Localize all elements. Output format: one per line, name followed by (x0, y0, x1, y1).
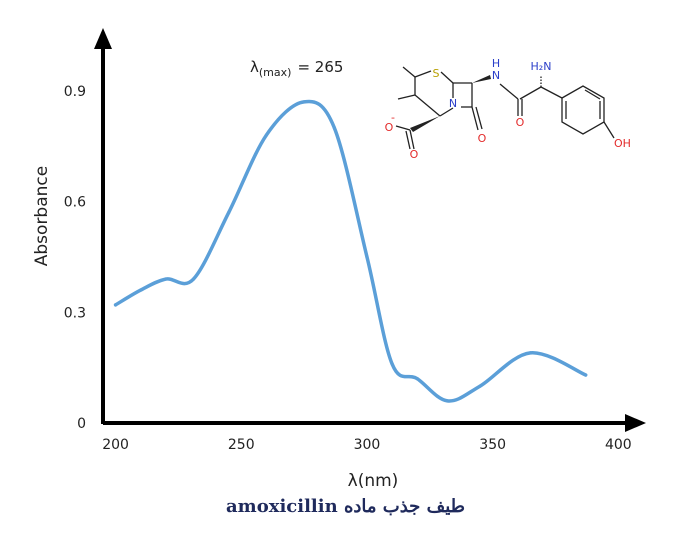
amide-hydrogen-atom: H (492, 57, 500, 70)
data-point (139, 288, 143, 292)
amide-oxygen-atom: O (516, 116, 525, 129)
amine-group: H₂N (531, 60, 552, 73)
bond (499, 83, 519, 100)
data-point (164, 277, 168, 281)
y-tick-label: 0.9 (64, 84, 86, 100)
data-point (365, 255, 369, 259)
carboxyl-oxygen-atom: O (410, 148, 419, 161)
carboxylate-oxygen-atom: O (385, 121, 394, 134)
x-tick-label: 400 (605, 437, 632, 453)
bond (440, 71, 454, 84)
bond (439, 107, 454, 117)
y-tick-label: 0.6 (64, 195, 86, 211)
data-point (113, 303, 118, 307)
amide-nitrogen-atom: N (492, 69, 500, 82)
bond (402, 66, 416, 78)
data-point (264, 133, 269, 137)
bond (414, 94, 441, 117)
y-tick-label: 0.3 (64, 305, 86, 321)
carboxylate-charge: - (391, 111, 395, 124)
bond (395, 125, 411, 131)
hydroxyl-group: OH (614, 137, 631, 150)
bond (519, 86, 542, 100)
bond (414, 70, 432, 78)
bond (540, 86, 563, 99)
chart-caption: طیف جذب ماده amoxicillin (226, 496, 465, 517)
data-point (528, 351, 532, 355)
benzene-ring (561, 85, 605, 135)
atom-labels: S N H N O - O O O H₂N OH (385, 57, 631, 161)
x-axis-arrow (625, 414, 646, 432)
x-tick-label: 200 (102, 437, 129, 453)
lactam-oxygen-atom: O (478, 132, 487, 145)
data-point (478, 384, 482, 388)
axes (94, 28, 646, 432)
data-point (302, 100, 306, 104)
lambda-max-value: = 265 (297, 58, 343, 76)
y-axis-label: Absorbance (32, 166, 52, 266)
lambda-max-annotation: λ(max) = 265 (250, 58, 343, 79)
bond (475, 106, 483, 130)
bond (405, 130, 411, 150)
tick-labels: 200 250 300 350 400 0 0.3 0.6 0.9 (64, 84, 632, 453)
data-point (584, 373, 588, 377)
bond (603, 121, 615, 139)
wedge-bond (472, 75, 491, 83)
wedge-bond (410, 116, 440, 132)
lambda-subscript: (max) (259, 66, 292, 79)
y-axis-arrow (94, 28, 112, 49)
x-tick-label: 250 (228, 437, 255, 453)
bond (409, 129, 415, 150)
data-point (390, 362, 394, 366)
amoxicillin-structure (395, 66, 615, 150)
lambda-symbol: λ (250, 58, 259, 76)
data-point (332, 126, 336, 130)
data-points (113, 100, 588, 403)
bond (397, 94, 416, 100)
sulfur-atom: S (433, 67, 440, 80)
bond (471, 106, 479, 131)
series-line (113, 99, 588, 403)
data-point (191, 277, 196, 281)
bond (584, 89, 601, 100)
x-tick-label: 350 (479, 437, 506, 453)
data-point (445, 399, 450, 403)
x-axis-label: λ(nm) (348, 471, 399, 491)
data-point (227, 210, 231, 215)
y-tick-label: 0 (77, 416, 86, 432)
x-tick-label: 300 (354, 437, 381, 453)
ring-nitrogen-atom: N (449, 97, 457, 110)
data-point (415, 377, 419, 381)
